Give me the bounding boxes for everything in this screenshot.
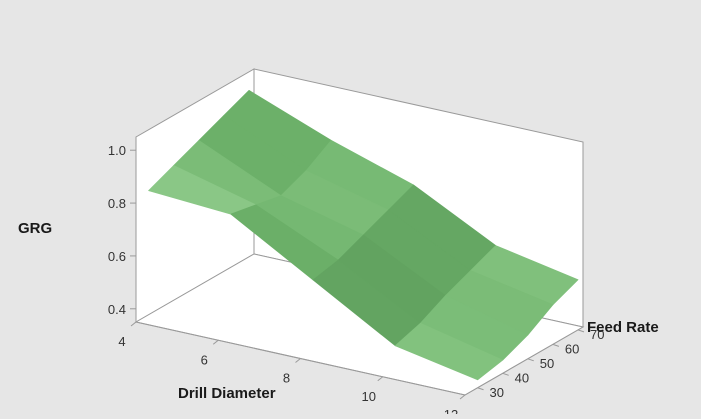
z-tick-label: 0.8 xyxy=(108,196,126,211)
x-tick-mark xyxy=(377,376,384,382)
y-tick-mark xyxy=(552,343,560,347)
y-tick-label: 60 xyxy=(565,341,579,356)
y-axis-line xyxy=(464,326,584,396)
x-tick-mark xyxy=(212,339,219,345)
surface-patch-3-0 xyxy=(394,322,504,381)
z-tick-label: 1.0 xyxy=(108,143,126,158)
x-tick-label: 10 xyxy=(362,389,376,404)
x-axis-label: Drill Diameter xyxy=(178,385,276,402)
y-tick-mark xyxy=(527,358,534,362)
z-tick-label: 0.4 xyxy=(108,302,126,317)
x-tick-mark xyxy=(459,394,466,400)
x-tick-mark xyxy=(295,358,301,363)
y-tick-label: 40 xyxy=(515,370,529,385)
y-tick-label: 50 xyxy=(540,356,554,371)
y-tick-mark xyxy=(577,329,585,333)
surface-mesh xyxy=(148,90,579,381)
y-tick-mark xyxy=(502,372,509,376)
tick-labels: 4 6 8 10 12 30 40 50 60 70 0.4 0.6 0.8 1.0 xyxy=(108,143,605,419)
y-axis-label: Feed Rate xyxy=(587,319,659,336)
y-tick-label: 70 xyxy=(590,327,604,342)
x-tick-mark xyxy=(130,321,137,327)
z-tick-label: 0.6 xyxy=(108,249,126,264)
y-tick-mark xyxy=(477,387,484,391)
y-tick-label: 30 xyxy=(490,385,504,400)
x-tick-label: 4 xyxy=(118,334,125,349)
x-tick-label: 6 xyxy=(201,352,208,367)
x-tick-label: 8 xyxy=(283,371,290,386)
x-tick-label: 12 xyxy=(444,407,458,414)
z-axis-label: GRG xyxy=(18,220,52,237)
